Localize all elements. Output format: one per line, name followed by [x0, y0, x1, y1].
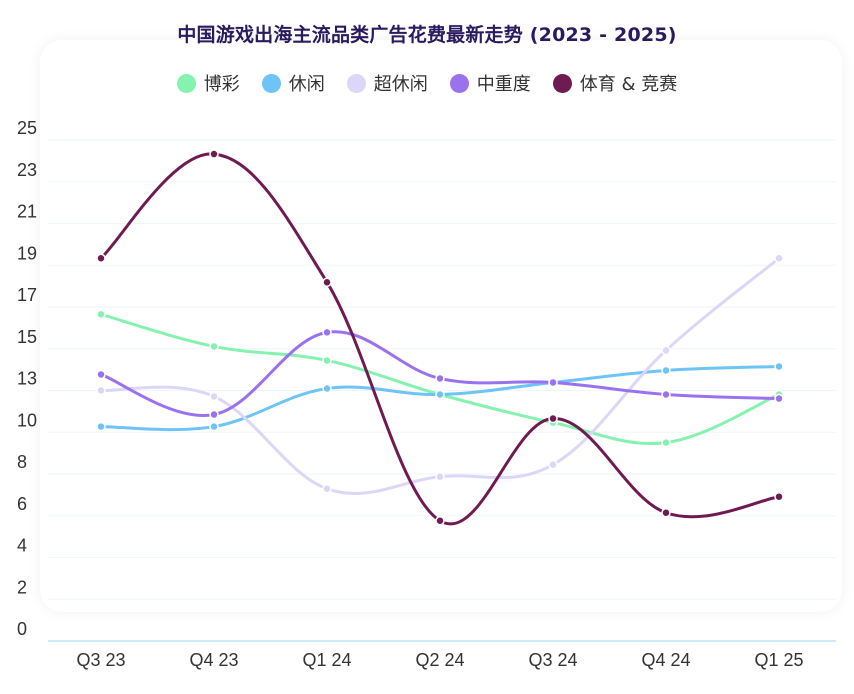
- chart-title: 中国游戏出海主流品类广告花费最新走势 (2023 - 2025): [177, 24, 677, 46]
- data-point[interactable]: [96, 421, 106, 432]
- data-point[interactable]: [548, 377, 558, 388]
- data-point[interactable]: [322, 483, 332, 494]
- data-point[interactable]: [209, 409, 219, 420]
- x-tick-label: Q1 25: [754, 650, 803, 670]
- data-point[interactable]: [435, 516, 445, 526]
- legend-label: 超休闲: [373, 74, 428, 95]
- legend-label: 博彩: [203, 74, 240, 95]
- series-3: [96, 327, 784, 420]
- data-point[interactable]: [322, 277, 332, 288]
- y-tick-label: 21: [17, 202, 37, 222]
- data-point[interactable]: [322, 327, 332, 338]
- data-point[interactable]: [322, 355, 332, 366]
- data-point[interactable]: [548, 413, 558, 424]
- y-tick-label: 2: [17, 577, 27, 597]
- x-tick-label: Q3 23: [76, 650, 125, 670]
- data-point[interactable]: [774, 393, 784, 404]
- data-point[interactable]: [96, 369, 106, 380]
- y-tick-label: 4: [17, 536, 27, 556]
- legend-label: 体育 & 竞赛: [579, 74, 678, 95]
- y-tick-label: 8: [17, 452, 27, 472]
- data-point[interactable]: [209, 421, 219, 432]
- y-tick-label: 13: [17, 369, 37, 389]
- legend-item-2[interactable]: 超休闲: [346, 70, 428, 96]
- x-axis: Q3 23 Q4 23 Q1 24 Q2 24 Q3 24 Q4 24 Q1 25: [76, 650, 803, 670]
- y-tick-label: 17: [17, 285, 37, 305]
- legend-item-4[interactable]: 体育 & 竞赛: [552, 70, 678, 96]
- data-point[interactable]: [661, 345, 671, 356]
- y-tick-label: 19: [17, 243, 37, 263]
- data-point[interactable]: [661, 389, 671, 400]
- data-point[interactable]: [322, 383, 332, 394]
- data-point[interactable]: [661, 507, 671, 518]
- legend-dot-icon: [346, 73, 366, 93]
- data-point[interactable]: [435, 471, 445, 482]
- y-axis: 0 2 4 6 8 10 13 15 17 19 21 23 25: [17, 118, 37, 639]
- y-tick-label: 10: [17, 410, 37, 430]
- legend-dot-icon: [449, 73, 469, 93]
- data-point[interactable]: [96, 309, 106, 320]
- data-point[interactable]: [96, 253, 106, 263]
- legend-dot-icon: [176, 73, 196, 93]
- data-point[interactable]: [209, 341, 219, 352]
- y-tick-label: 0: [17, 619, 27, 639]
- legend-item-3[interactable]: 中重度: [449, 70, 531, 96]
- data-point[interactable]: [209, 149, 219, 159]
- x-tick-label: Q4 24: [641, 650, 690, 670]
- gridlines: [48, 139, 836, 642]
- x-tick-label: Q2 24: [415, 650, 464, 670]
- data-point[interactable]: [774, 253, 784, 263]
- legend-label: 中重度: [476, 74, 531, 95]
- data-point[interactable]: [661, 437, 671, 448]
- data-point[interactable]: [435, 389, 445, 400]
- x-tick-label: Q1 24: [302, 650, 351, 670]
- series-lines: [96, 149, 784, 526]
- y-tick-label: 25: [17, 118, 37, 138]
- data-point[interactable]: [435, 373, 445, 384]
- y-tick-label: 6: [17, 494, 27, 514]
- series-4: [96, 149, 784, 526]
- data-point[interactable]: [774, 361, 784, 372]
- x-tick-label: Q4 23: [189, 650, 238, 670]
- x-tick-label: Q3 24: [528, 650, 577, 670]
- data-point[interactable]: [661, 365, 671, 376]
- legend-label: 休闲: [288, 74, 325, 95]
- legend-dot-icon: [261, 73, 281, 93]
- data-point[interactable]: [96, 385, 106, 396]
- data-point[interactable]: [774, 491, 784, 502]
- y-tick-label: 23: [17, 160, 37, 180]
- legend-item-1[interactable]: 休闲: [261, 70, 325, 96]
- data-point[interactable]: [209, 391, 219, 402]
- legend-item-0[interactable]: 博彩: [176, 70, 240, 96]
- legend-dot-icon: [552, 73, 572, 93]
- series-2: [96, 253, 784, 496]
- y-tick-label: 15: [17, 327, 37, 347]
- chart-legend: 博彩 休闲 超休闲 中重度 体育 & 竞赛: [0, 70, 854, 96]
- data-point[interactable]: [548, 459, 558, 470]
